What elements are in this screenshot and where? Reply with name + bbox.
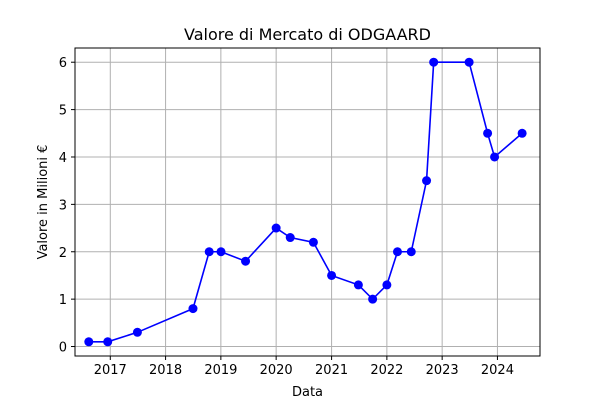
data-point xyxy=(517,128,527,138)
data-point xyxy=(84,337,94,347)
data-point xyxy=(382,280,392,290)
data-point xyxy=(353,280,363,290)
x-tick-label: 2018 xyxy=(149,363,182,378)
data-point xyxy=(132,327,142,337)
data-point xyxy=(204,247,214,257)
y-axis-label: Valore in Milioni € xyxy=(36,145,51,260)
data-point xyxy=(483,128,493,138)
data-point xyxy=(406,247,416,257)
series-layer xyxy=(84,57,527,347)
y-tick-label: 1 xyxy=(59,293,67,308)
tick-labels: 2017 2018 2019 2020 2021 2022 2023 2024 0 1 2 3 4 5 6 xyxy=(59,56,514,378)
data-point xyxy=(422,176,432,186)
data-point xyxy=(103,337,113,347)
data-point xyxy=(285,233,295,243)
x-tick-label: 2022 xyxy=(370,363,403,378)
data-point xyxy=(464,57,474,67)
data-point xyxy=(308,237,318,247)
y-tick-label: 4 xyxy=(59,151,67,166)
data-point xyxy=(216,247,226,257)
chart-title: Valore di Mercato di ODGAARD xyxy=(184,25,431,44)
x-axis-label: Data xyxy=(292,385,323,400)
x-tick-label: 2021 xyxy=(315,363,348,378)
x-tick-label: 2017 xyxy=(94,363,127,378)
y-tick-label: 2 xyxy=(59,246,67,261)
tick-marks xyxy=(71,61,498,360)
y-tick-label: 3 xyxy=(59,198,67,213)
y-tick-label: 6 xyxy=(59,56,67,71)
data-point xyxy=(271,223,281,233)
data-point xyxy=(327,270,337,280)
data-point xyxy=(368,294,378,304)
data-point xyxy=(392,247,402,257)
grid-lines xyxy=(75,48,540,356)
x-tick-label: 2019 xyxy=(204,363,237,378)
plot-area-frame xyxy=(74,47,541,357)
data-point xyxy=(490,152,500,162)
data-point xyxy=(429,57,439,67)
series-line xyxy=(88,61,523,343)
x-tick-label: 2020 xyxy=(260,363,293,378)
data-point xyxy=(241,256,251,266)
x-tick-label: 2023 xyxy=(426,363,459,378)
x-tick-label: 2024 xyxy=(481,363,514,378)
y-tick-label: 0 xyxy=(59,341,67,356)
data-point xyxy=(188,304,198,314)
y-tick-label: 5 xyxy=(59,104,67,119)
